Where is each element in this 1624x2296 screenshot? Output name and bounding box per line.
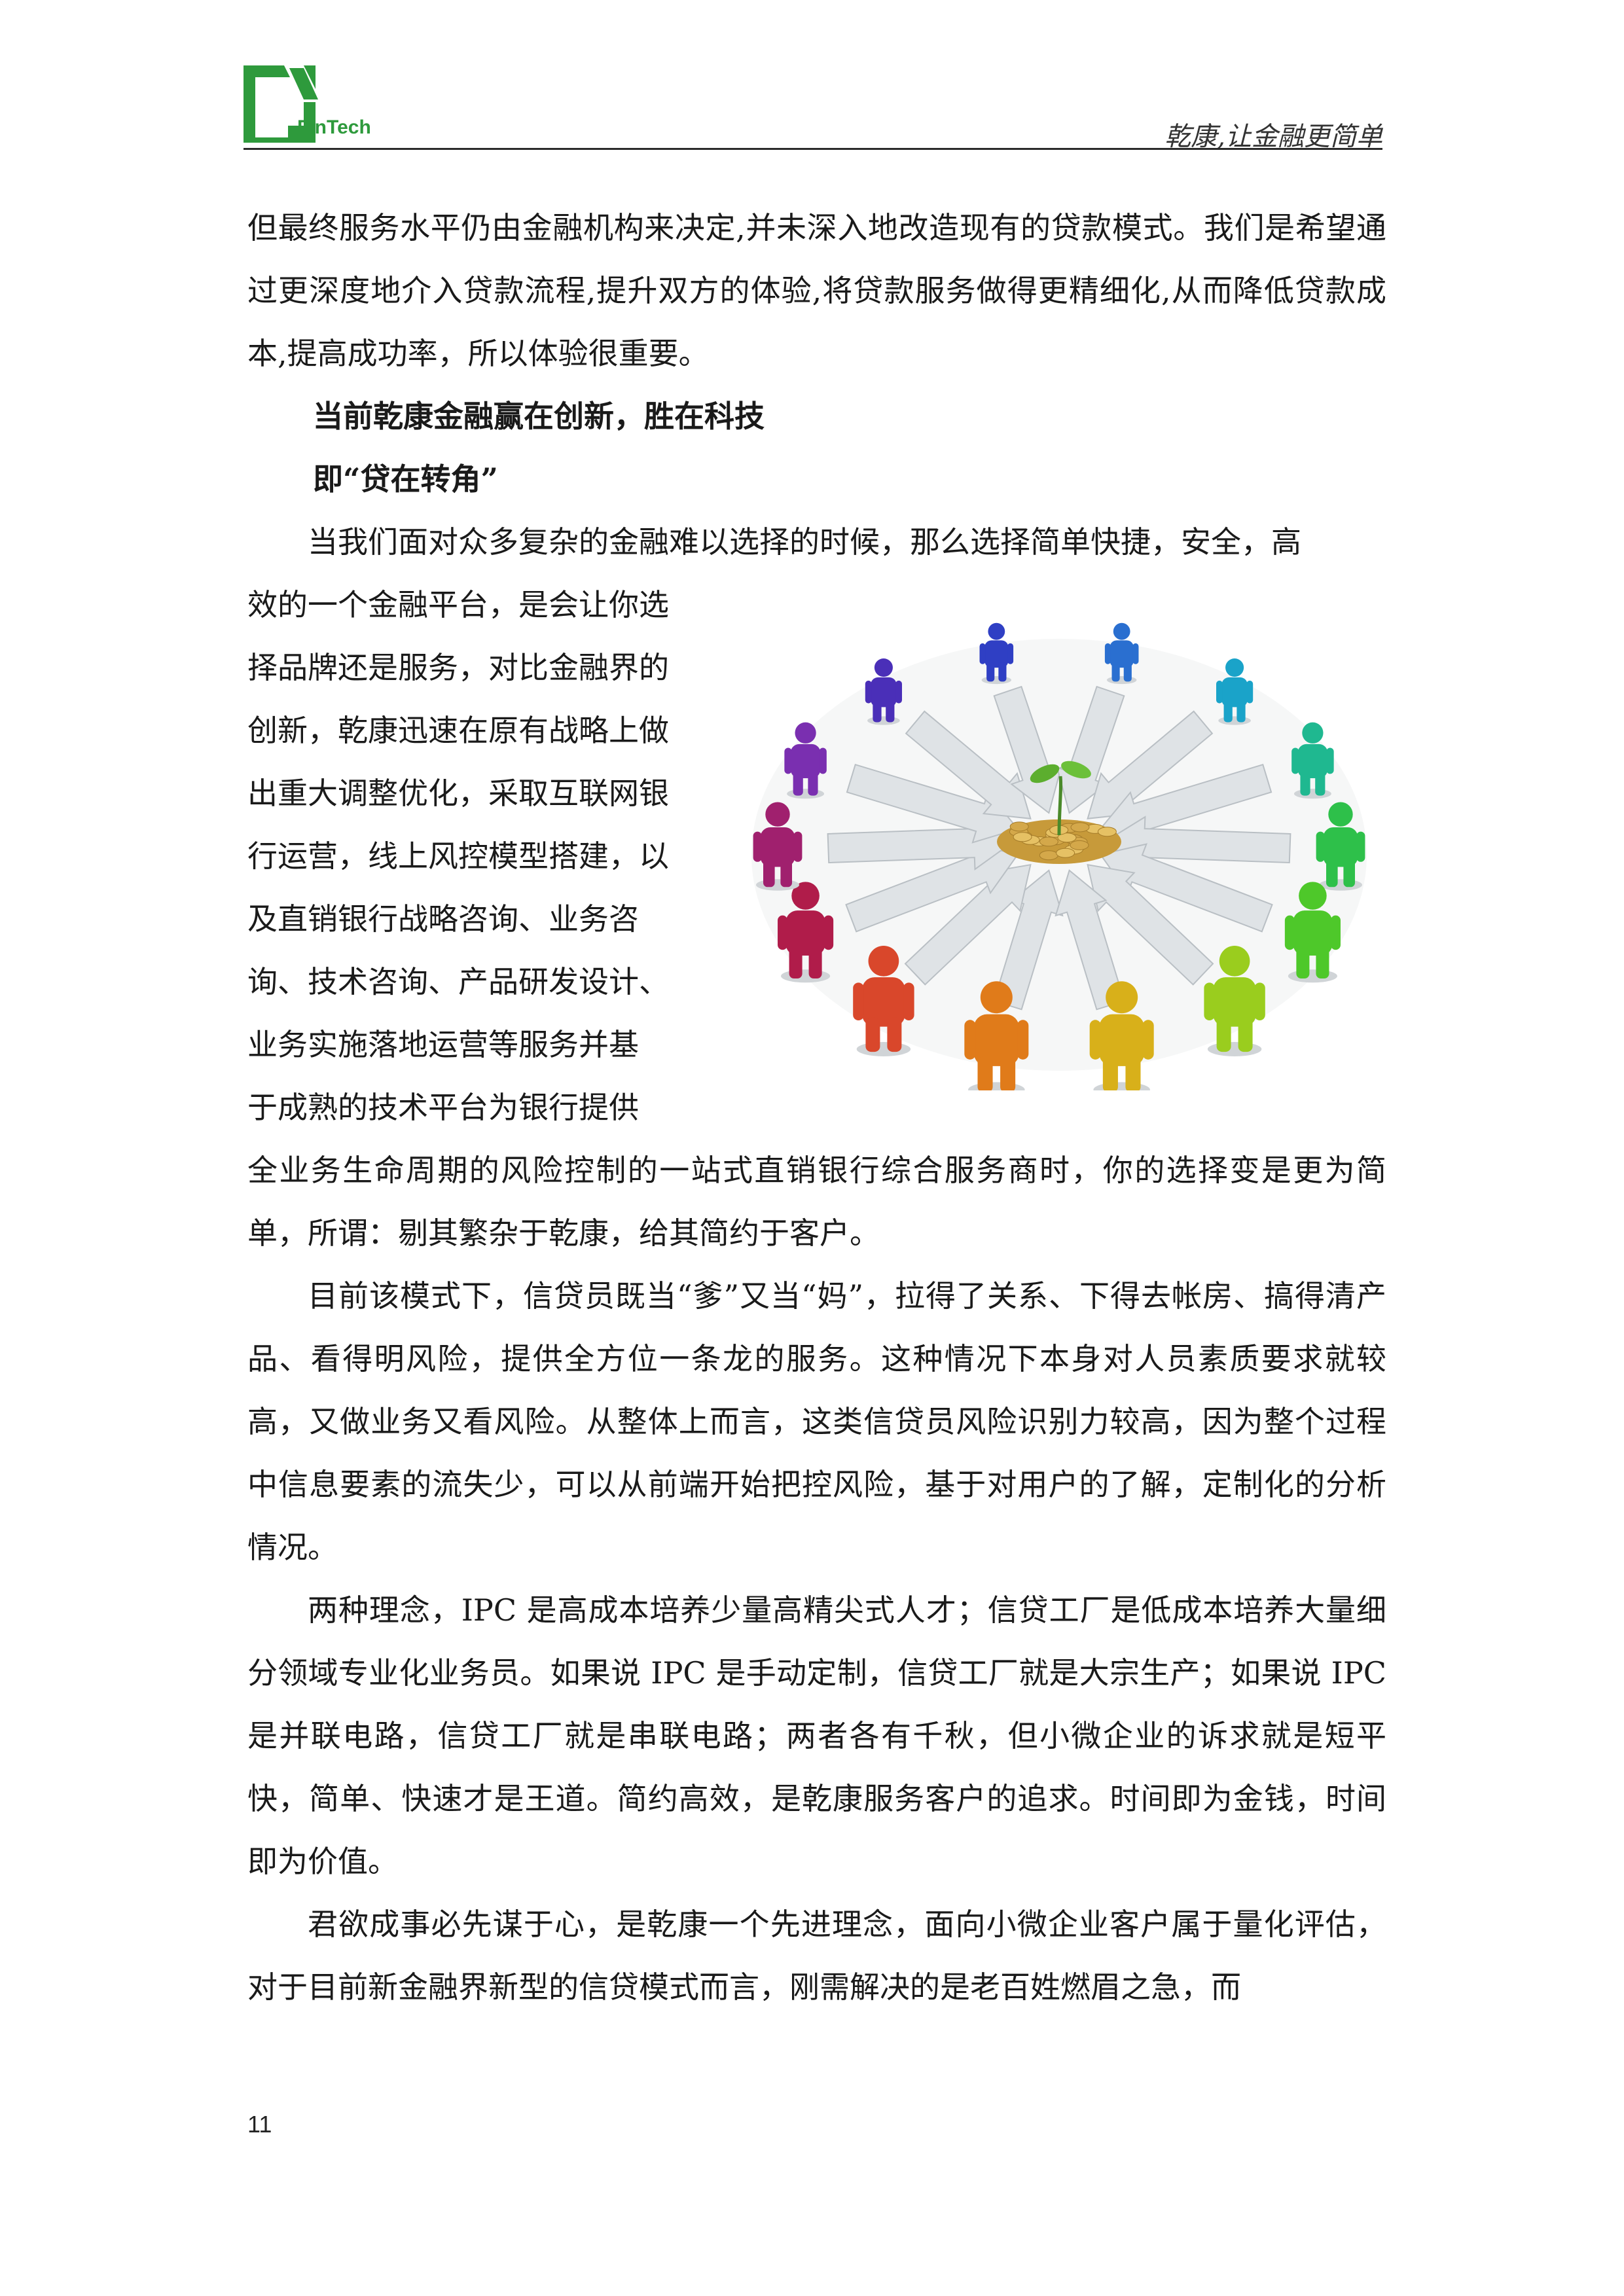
logo-text: FinTech (297, 117, 371, 138)
page-content: 但最终服务水平仍由金融机构来决定,并未深入地改造现有的贷款模式。我们是希望通过更… (247, 196, 1386, 2018)
coin-icon (1097, 827, 1117, 837)
side-line: 效的一个金融平台，是会让你选 (247, 587, 669, 622)
paragraph-1: 但最终服务水平仍由金融机构来决定,并未深入地改造现有的贷款模式。我们是希望通过更… (247, 210, 1386, 371)
person-icon (753, 802, 803, 891)
person-icon (1291, 722, 1334, 799)
coin-icon (1056, 848, 1075, 858)
sprout-stem (1057, 776, 1063, 836)
coin-icon (1039, 836, 1058, 847)
arrow-icon (1055, 869, 1125, 1011)
heading-innovation: 当前乾康金融赢在创新，胜在科技 (313, 399, 765, 434)
coin-icon (1070, 840, 1089, 850)
text-with-figure: 效的一个金融平台，是会让你选 择品牌还是服务，对比金融界的 创新，乾康迅速在原有… (247, 573, 1386, 1139)
person-icon (784, 722, 827, 799)
paragraph-5: 君欲成事必先谋于心，是乾康一个先进理念，面向小微企业客户属于量化评估，对于目前新… (247, 1907, 1386, 2005)
side-line: 及直销银行战略咨询、业务咨 (247, 901, 639, 937)
person-icon (979, 622, 1014, 685)
person-icon (778, 882, 834, 983)
person-icon (1216, 658, 1254, 725)
side-line: 询、技术咨询、产品研发设计、 (247, 964, 669, 999)
side-line: 出重大调整优化，采取互联网银 (247, 776, 669, 811)
sprout-leaf (1061, 761, 1091, 779)
page-header: FinTech 乾康,让金融更简单 (244, 65, 1382, 152)
person-icon (865, 658, 902, 725)
side-line: 创新，乾康迅速在原有战略上做 (247, 713, 669, 748)
side-line: 于成熟的技术平台为银行提供 (247, 1090, 639, 1125)
arrow-icon (905, 710, 1032, 819)
header-slogan: 乾康,让金融更简单 (1164, 122, 1382, 152)
side-line: 行运营，线上风控模型搭建，以 (247, 838, 669, 874)
person-icon (1316, 802, 1365, 891)
paragraph-2-tail: 全业务生命周期的风险控制的一站式直销银行综合服务商时，你的选择变是更为简单，所谓… (247, 1153, 1386, 1251)
paragraph-4: 两种理念，IPC 是高成本培养少量高精尖式人才；信贷工厂是低成本培养大量细分领域… (247, 1592, 1386, 1879)
person-icon (1204, 945, 1265, 1056)
coin-icon (1009, 821, 1029, 832)
coin-icon (1013, 832, 1032, 842)
page-number: 11 (247, 2111, 272, 2138)
heading-loan-corner: 即“贷在转角” (313, 461, 498, 497)
person-icon (1089, 981, 1154, 1090)
person-icon (1104, 622, 1139, 685)
fintech-logo (244, 65, 322, 143)
paragraph-3: 目前该模式下，信贷员既当“爹”又当“妈”，拉得了关系、下得去帐房、搞得清产品、看… (247, 1278, 1386, 1565)
side-line: 业务实施落地运营等服务并基 (247, 1027, 639, 1062)
figure-side-text: 效的一个金融平台，是会让你选 择品牌还是服务，对比金融界的 创新，乾康迅速在原有… (247, 573, 693, 1139)
header-rule (244, 148, 1382, 150)
coin-icon (1070, 822, 1090, 833)
person-icon (1284, 882, 1341, 983)
coin-icon (1039, 850, 1058, 861)
arrow-icon (1087, 863, 1214, 986)
side-line: 择品牌还是服务，对比金融界的 (247, 650, 669, 685)
sprout-leaf (1030, 764, 1060, 783)
person-icon (853, 945, 914, 1056)
paragraph-2-intro: 当我们面对众多复杂的金融难以选择的时候，那么选择简单快捷，安全，高 (308, 524, 1301, 560)
coin-icon (1057, 833, 1077, 843)
person-icon (964, 981, 1029, 1090)
people-circle-illustration (751, 622, 1367, 1090)
